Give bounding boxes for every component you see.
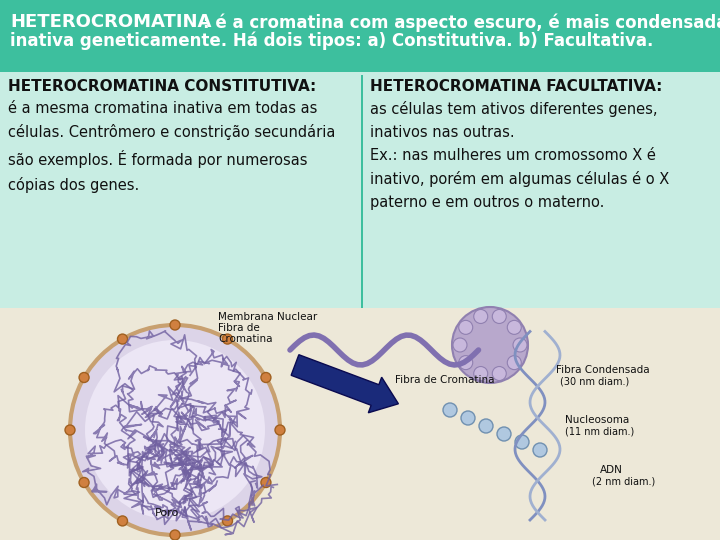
Text: inativa geneticamente. Há dois tipos: a) Constitutiva. b) Facultativa.: inativa geneticamente. Há dois tipos: a)… xyxy=(10,32,653,51)
Text: HETEROCROMATINA: HETEROCROMATINA xyxy=(10,13,212,31)
Circle shape xyxy=(443,403,457,417)
Circle shape xyxy=(452,307,528,383)
Circle shape xyxy=(170,320,180,330)
Text: HETEROCROMATINA FACULTATIVA:: HETEROCROMATINA FACULTATIVA: xyxy=(370,79,662,94)
Circle shape xyxy=(474,309,487,323)
Circle shape xyxy=(461,411,475,425)
Text: Fibra Condensada: Fibra Condensada xyxy=(556,365,649,375)
Text: : é a cromatina com aspecto escuro, é mais condensada e: : é a cromatina com aspecto escuro, é ma… xyxy=(203,13,720,31)
Circle shape xyxy=(117,334,127,344)
Circle shape xyxy=(513,338,527,352)
Circle shape xyxy=(492,309,506,323)
Circle shape xyxy=(170,530,180,540)
Bar xyxy=(0,308,720,540)
Circle shape xyxy=(79,477,89,488)
Bar xyxy=(0,69,720,72)
Text: é a mesma cromatina inativa em todas as
células. Centrômero e constrição secundá: é a mesma cromatina inativa em todas as … xyxy=(8,101,336,193)
Circle shape xyxy=(85,340,265,520)
Text: Nucleosoma: Nucleosoma xyxy=(565,415,629,425)
Text: Poro: Poro xyxy=(155,508,179,518)
Circle shape xyxy=(459,320,473,334)
Circle shape xyxy=(275,425,285,435)
Circle shape xyxy=(474,367,487,381)
Circle shape xyxy=(479,419,493,433)
Circle shape xyxy=(453,338,467,352)
Circle shape xyxy=(533,443,547,457)
Circle shape xyxy=(222,516,233,526)
Circle shape xyxy=(497,427,511,441)
Text: Fibra de Cromatina: Fibra de Cromatina xyxy=(395,375,495,385)
Text: as células tem ativos diferentes genes,
inativos nas outras.
Ex.: nas mulheres u: as células tem ativos diferentes genes, … xyxy=(370,101,670,210)
Circle shape xyxy=(261,477,271,488)
Bar xyxy=(0,0,720,70)
Circle shape xyxy=(70,325,280,535)
Circle shape xyxy=(261,373,271,382)
Text: (11 nm diam.): (11 nm diam.) xyxy=(565,426,634,436)
Bar xyxy=(361,75,363,308)
Text: (2 nm diam.): (2 nm diam.) xyxy=(592,476,655,486)
Circle shape xyxy=(492,367,506,381)
Circle shape xyxy=(222,334,233,344)
Text: Cromatina: Cromatina xyxy=(218,334,272,344)
Text: Fibra de: Fibra de xyxy=(218,323,260,333)
Circle shape xyxy=(117,516,127,526)
Circle shape xyxy=(508,356,521,370)
Circle shape xyxy=(508,320,521,334)
Circle shape xyxy=(79,373,89,382)
Text: (30 nm diam.): (30 nm diam.) xyxy=(560,376,629,386)
Text: Membrana Nuclear: Membrana Nuclear xyxy=(218,312,318,322)
Text: ADN: ADN xyxy=(600,465,623,475)
Circle shape xyxy=(515,435,529,449)
Circle shape xyxy=(65,425,75,435)
FancyArrow shape xyxy=(291,355,398,413)
Circle shape xyxy=(459,356,473,370)
Text: HETEROCROMATINA CONSTITUTIVA:: HETEROCROMATINA CONSTITUTIVA: xyxy=(8,79,316,94)
